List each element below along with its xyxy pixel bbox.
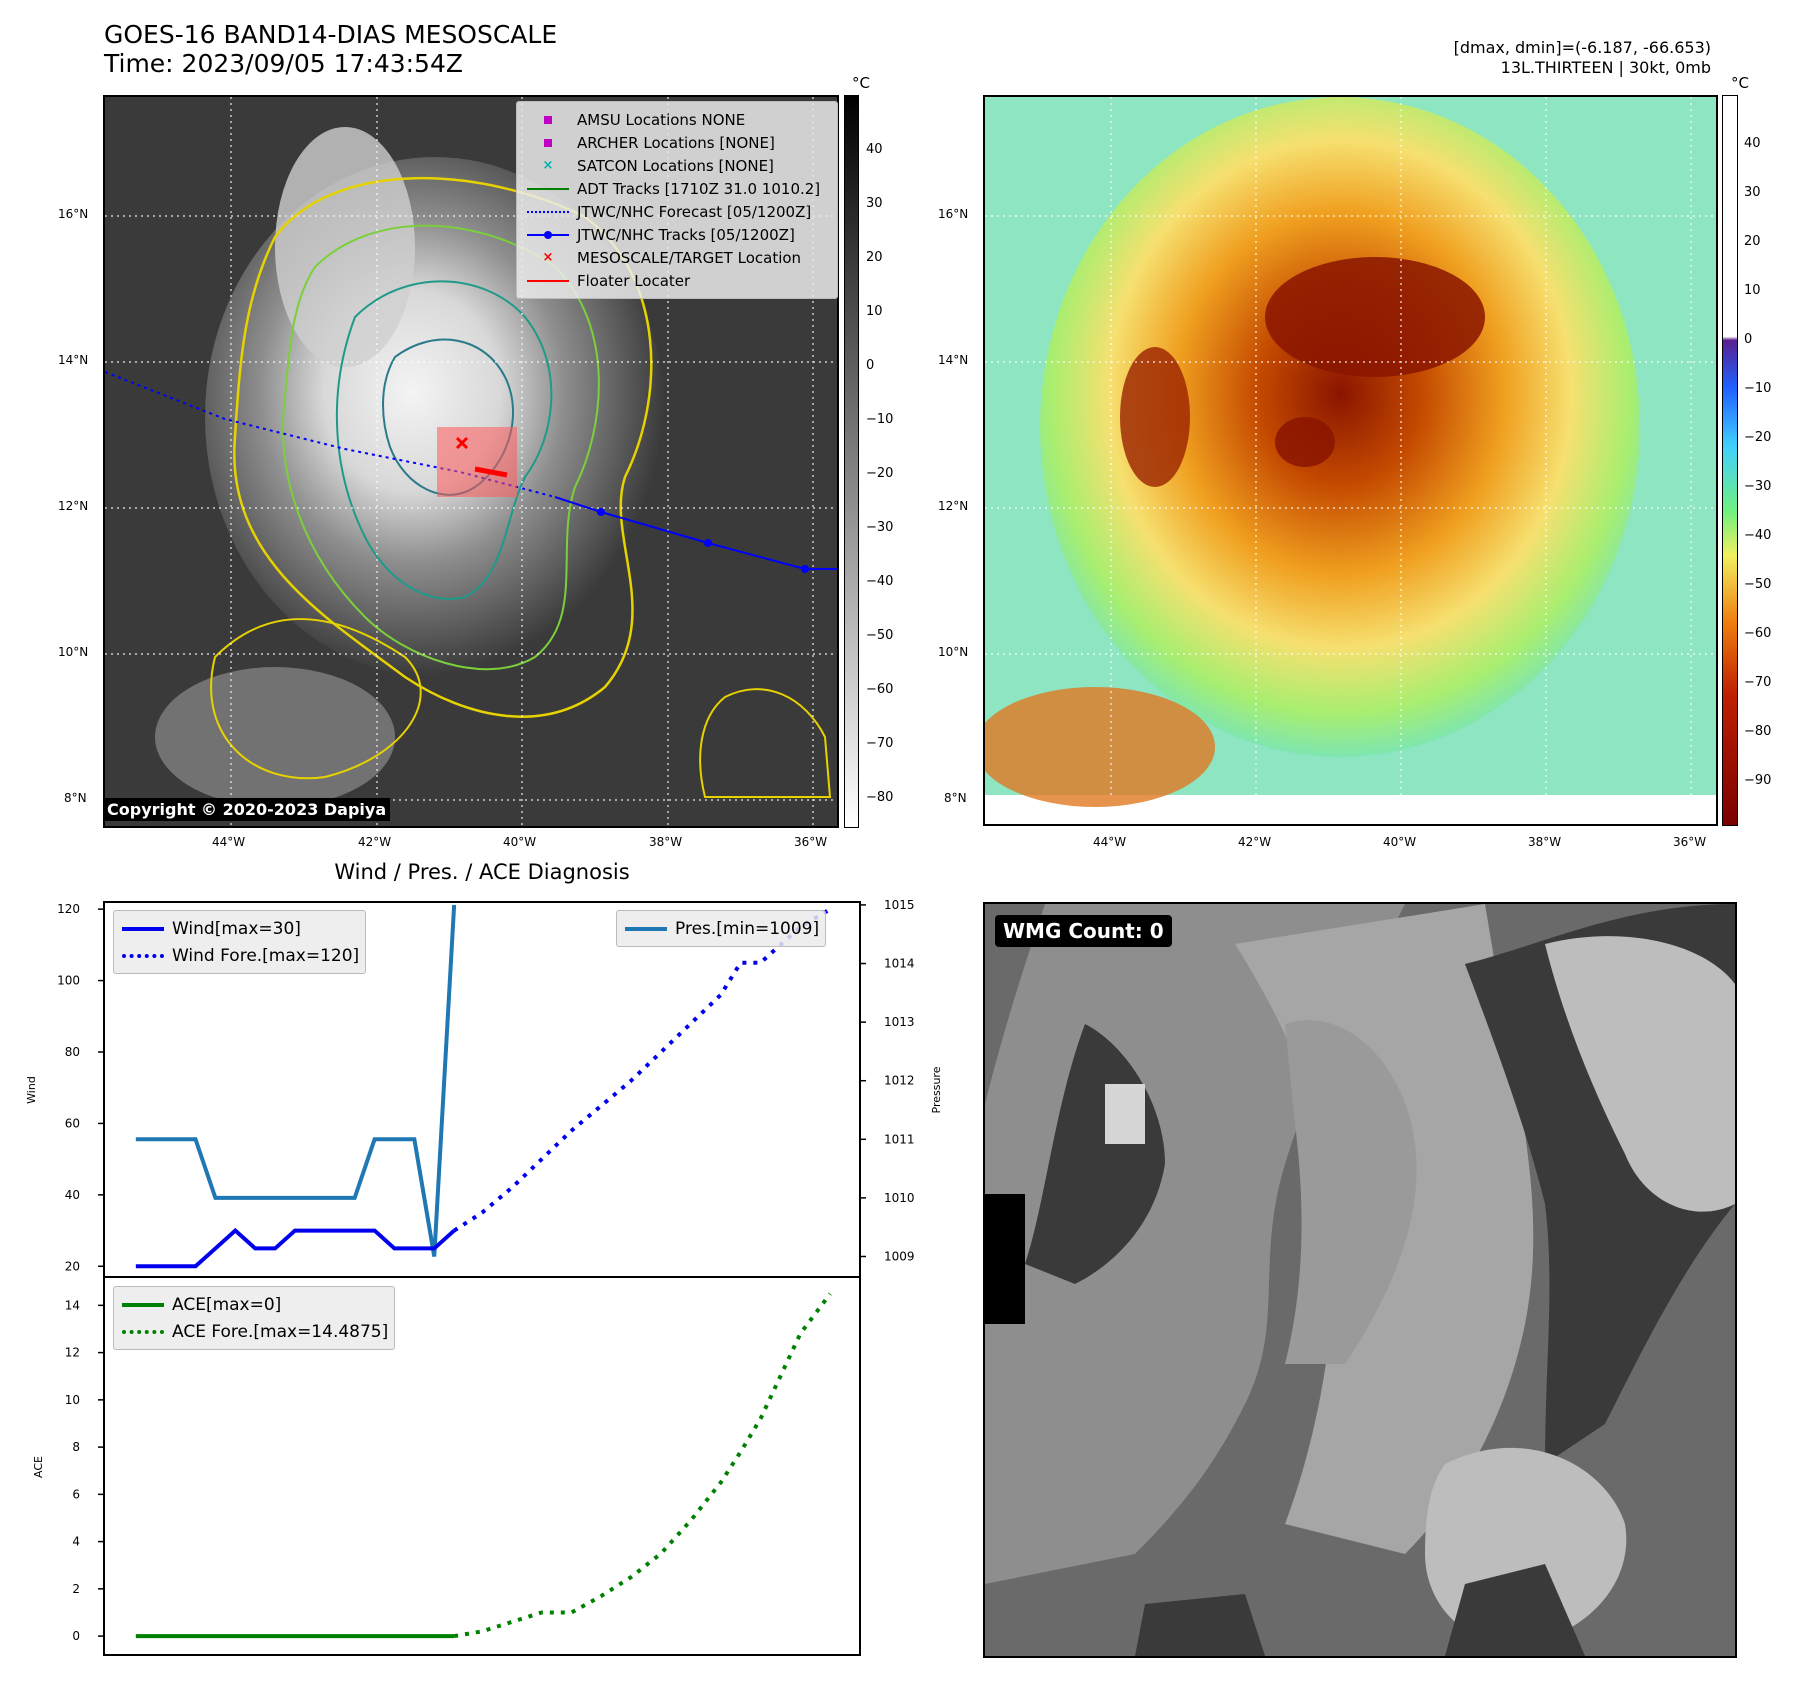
pressure-legend: Pres.[min=1009] <box>616 910 827 947</box>
ace-tick-label: 2 <box>72 1582 80 1596</box>
solid-line-icon <box>623 922 669 936</box>
ace-tick-label: 14 <box>65 1298 80 1312</box>
pressure-axis-label: Pressure <box>930 1066 943 1113</box>
copyright-label: Copyright © 2020-2023 Dapiya <box>103 798 391 821</box>
ace-ticks: 14 12 10 8 6 4 2 0 <box>65 1298 104 1643</box>
pressure-tick-label: 1015 <box>884 898 915 912</box>
dotted-line-icon <box>525 205 571 219</box>
wind-tick-label: 120 <box>57 902 80 916</box>
dotted-line-icon <box>120 1325 166 1339</box>
ace-tick-label: 0 <box>72 1629 80 1643</box>
wind-forecast-line <box>453 907 832 1233</box>
solid-line-icon <box>120 922 166 936</box>
legend-item-ace-forecast: ACE Fore.[max=14.4875] <box>120 1318 388 1345</box>
pressure-tick-label: 1009 <box>884 1249 915 1263</box>
ir-colorbar <box>844 95 859 828</box>
pressure-tick-label: 1010 <box>884 1191 915 1205</box>
ace-tick-label: 8 <box>72 1440 80 1454</box>
color-colorbar <box>1722 95 1738 826</box>
plot-title: GOES-16 BAND14-DIAS MESOSCALE Time: 2023/… <box>104 20 557 78</box>
wind-tick-label: 60 <box>65 1116 80 1130</box>
target-location-marker <box>455 436 469 450</box>
legend-item-floater: Floater Locater <box>525 269 829 292</box>
line-dot-icon <box>525 228 571 242</box>
legend-item-tracks: JTWC/NHC Tracks [05/1200Z] <box>525 223 829 246</box>
solid-line-icon <box>120 1298 166 1312</box>
ace-axis-label: ACE <box>32 1456 45 1478</box>
legend-item-pressure: Pres.[min=1009] <box>623 915 819 942</box>
line-marker-icon <box>525 182 571 196</box>
storm-info-text: 13L.THIRTEEN | 30kt, 0mb <box>1500 58 1711 77</box>
title-line-1: GOES-16 BAND14-DIAS MESOSCALE <box>104 20 558 49</box>
ace-legend: ACE[max=0] ACE Fore.[max=14.4875] <box>113 1286 396 1350</box>
ace-tick-label: 4 <box>72 1535 80 1549</box>
ace-tick-label: 6 <box>72 1487 80 1501</box>
pressure-tick-label: 1011 <box>884 1132 915 1146</box>
wind-left-ticks: 120 100 80 60 40 20 <box>57 902 104 1273</box>
pressure-tick-label: 1012 <box>884 1074 915 1088</box>
legend-item-satcon: × SATCON Locations [NONE] <box>525 154 829 177</box>
dmax-dmin-text: [dmax, dmin]=(-6.187, -66.653) <box>1453 38 1711 57</box>
ir-colorbar-unit: °C <box>852 74 870 92</box>
pressure-tick-label: 1013 <box>884 1015 915 1029</box>
wmg-count-badge: WMG Count: 0 <box>995 915 1172 947</box>
legend-item-adt: ADT Tracks [1710Z 31.0 1010.2] <box>525 177 829 200</box>
ace-series <box>135 1292 832 1639</box>
wind-tick-label: 40 <box>65 1188 80 1202</box>
diagnosis-title: Wind / Pres. / ACE Diagnosis <box>334 860 630 884</box>
ace-axes-frame <box>103 1276 861 1656</box>
legend-item-target: × MESOSCALE/TARGET Location <box>525 246 829 269</box>
x-marker-icon: × <box>542 249 554 265</box>
wind-tick-label: 80 <box>65 1045 80 1059</box>
wmg-image <box>985 904 1735 1656</box>
title-line-2: Time: 2023/09/05 17:43:54Z <box>104 49 463 78</box>
jtwc-forecast-line <box>105 371 556 498</box>
ir-legend: AMSU Locations NONE ARCHER Locations [NO… <box>516 101 838 299</box>
stats-text: [dmax, dmin]=(-6.187, -66.653) 13L.THIRTE… <box>1454 38 1711 78</box>
legend-item-wind: Wind[max=30] <box>120 915 359 942</box>
pressure-tick-label: 1014 <box>884 957 915 971</box>
x-marker-icon: × <box>542 157 554 173</box>
wind-tick-label: 100 <box>57 974 80 988</box>
line-marker-icon <box>525 274 571 288</box>
legend-item-wind-forecast: Wind Fore.[max=120] <box>120 942 359 969</box>
legend-item-archer: ARCHER Locations [NONE] <box>525 131 829 154</box>
color-colorbar-unit: °C <box>1731 74 1749 92</box>
square-marker-icon <box>525 136 571 150</box>
square-marker-icon <box>525 113 571 127</box>
pressure-right-ticks: 1015 1014 1013 1012 1011 1010 1009 <box>860 898 915 1263</box>
color-satellite-panel <box>983 95 1718 826</box>
wind-legend: Wind[max=30] Wind Fore.[max=120] <box>113 910 367 974</box>
ace-tick-label: 10 <box>65 1393 80 1407</box>
color-satellite-image <box>985 97 1716 807</box>
legend-item-ace: ACE[max=0] <box>120 1291 388 1318</box>
legend-item-forecast: JTWC/NHC Forecast [05/1200Z] <box>525 200 829 223</box>
wind-series <box>135 904 832 1269</box>
wind-tick-label: 20 <box>65 1259 80 1273</box>
wind-axis-label: Wind <box>25 1076 38 1104</box>
ace-forecast-line <box>453 1292 832 1639</box>
legend-item-amsu: AMSU Locations NONE <box>525 108 829 131</box>
mesoscale-target-box <box>437 427 517 497</box>
wmg-panel <box>983 902 1737 1658</box>
pressure-line <box>135 904 457 1257</box>
wind-line <box>135 1227 456 1269</box>
dotted-line-icon <box>120 949 166 963</box>
ace-tick-label: 12 <box>65 1346 80 1360</box>
